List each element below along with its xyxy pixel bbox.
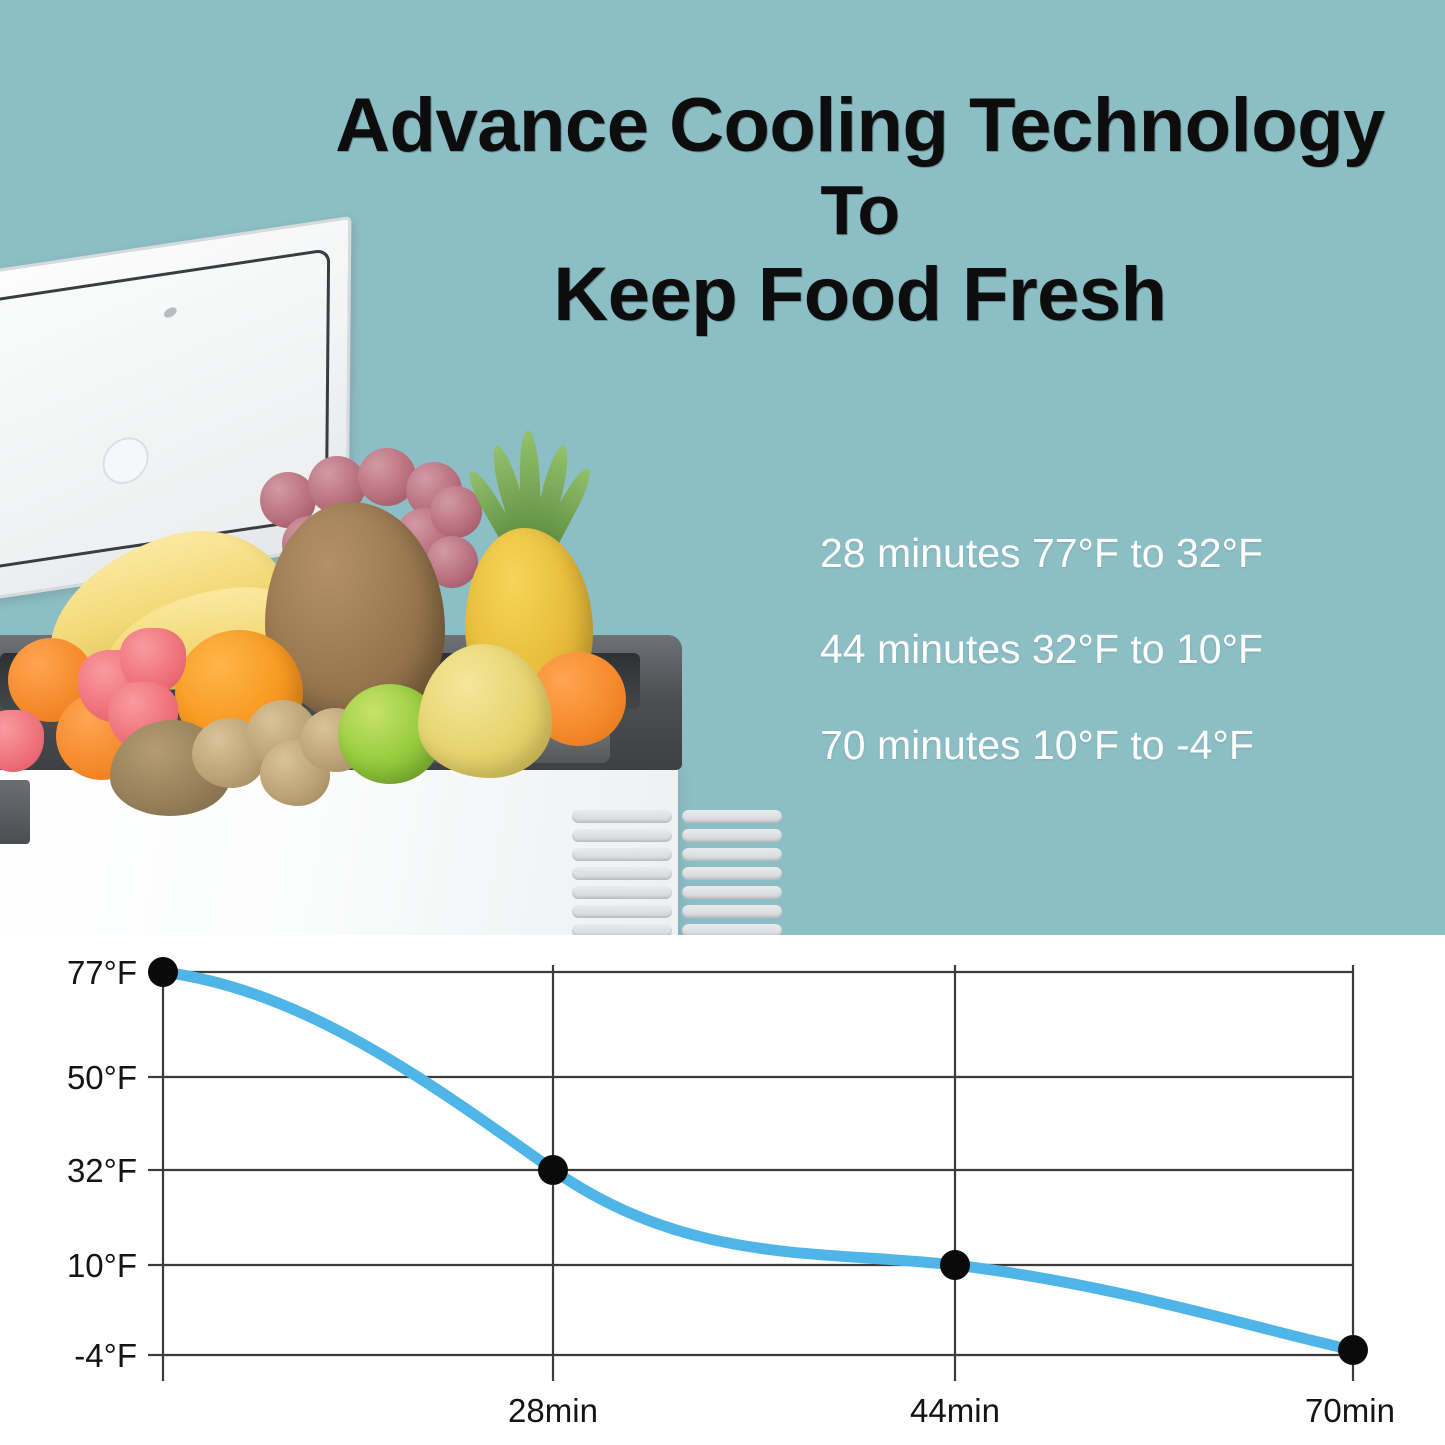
vent-slot — [682, 886, 782, 899]
strawberry-fruit — [0, 710, 44, 772]
chart-gridlines-vertical — [161, 965, 1355, 1381]
x-tick-label-70min: 70min — [1305, 1392, 1395, 1429]
chart-y-axis-labels: 77°F 50°F 32°F 10°F -4°F — [67, 954, 137, 1374]
vent-slot — [682, 848, 782, 861]
y-tick-label-32f: 32°F — [67, 1152, 137, 1189]
vent-slot — [572, 829, 672, 842]
chart-gridlines-horizontal — [163, 970, 1353, 1357]
chart-svg: 77°F 50°F 32°F 10°F -4°F 28min 44min 70m… — [67, 954, 1395, 1429]
grape-fruit — [430, 486, 482, 538]
headline-line-2: To — [820, 171, 900, 250]
chart-x-axis-labels: 28min 44min 70min — [508, 1392, 1395, 1429]
headline-line-3: Keep Food Fresh — [553, 252, 1167, 338]
vent-slot — [682, 905, 782, 918]
x-tick-label-44min: 44min — [910, 1392, 1000, 1429]
vent-slot — [682, 867, 782, 880]
data-point-44min-10f — [940, 1250, 970, 1280]
page-title: Advance Cooling Technology To Keep Food … — [300, 82, 1420, 340]
data-point-28min-32f — [538, 1155, 568, 1185]
data-point-0min-77f — [148, 957, 178, 987]
product-photo: Alpicool WE MAKE YOU FEEL COOL — [0, 215, 800, 935]
cooling-spec-list: 28 minutes 77°F to 32°F 44 minutes 32°F … — [820, 505, 1380, 793]
x-tick-label-28min: 28min — [508, 1392, 598, 1429]
vent-slot — [572, 886, 672, 899]
fridge-side-handle — [0, 780, 30, 844]
cooling-curve-line — [157, 966, 1359, 1356]
fruit-pile — [0, 240, 800, 935]
vent-slot — [572, 810, 672, 823]
vent-slot — [682, 810, 782, 823]
headline-line-1: Advance Cooling Technology — [335, 83, 1385, 168]
fridge-vent-grille — [572, 810, 782, 935]
vent-slot — [682, 924, 782, 935]
vent-slot — [572, 867, 672, 880]
hero-panel: Alpicool WE MAKE YOU FEEL COOL Advance C… — [0, 0, 1445, 935]
vent-slot — [572, 848, 672, 861]
vent-slot — [572, 905, 672, 918]
chart-data-markers — [148, 957, 1368, 1365]
y-tick-label-10f: 10°F — [67, 1247, 137, 1284]
cooling-spec-item: 28 minutes 77°F to 32°F — [820, 529, 1264, 576]
vent-slot — [682, 829, 782, 842]
pear-fruit — [418, 644, 552, 778]
cooling-spec-item: 44 minutes 32°F to 10°F — [820, 625, 1264, 672]
y-tick-label-50f: 50°F — [67, 1059, 137, 1096]
chart-y-ticks — [148, 970, 163, 1357]
cooling-curve-chart: 77°F 50°F 32°F 10°F -4°F 28min 44min 70m… — [0, 935, 1445, 1445]
y-tick-label-minus4f: -4°F — [74, 1337, 137, 1374]
y-tick-label-77f: 77°F — [67, 954, 137, 991]
vent-slot — [572, 924, 672, 935]
data-point-70min-minus4f — [1338, 1335, 1368, 1365]
cooling-spec-item: 70 minutes 10°F to -4°F — [820, 721, 1254, 768]
